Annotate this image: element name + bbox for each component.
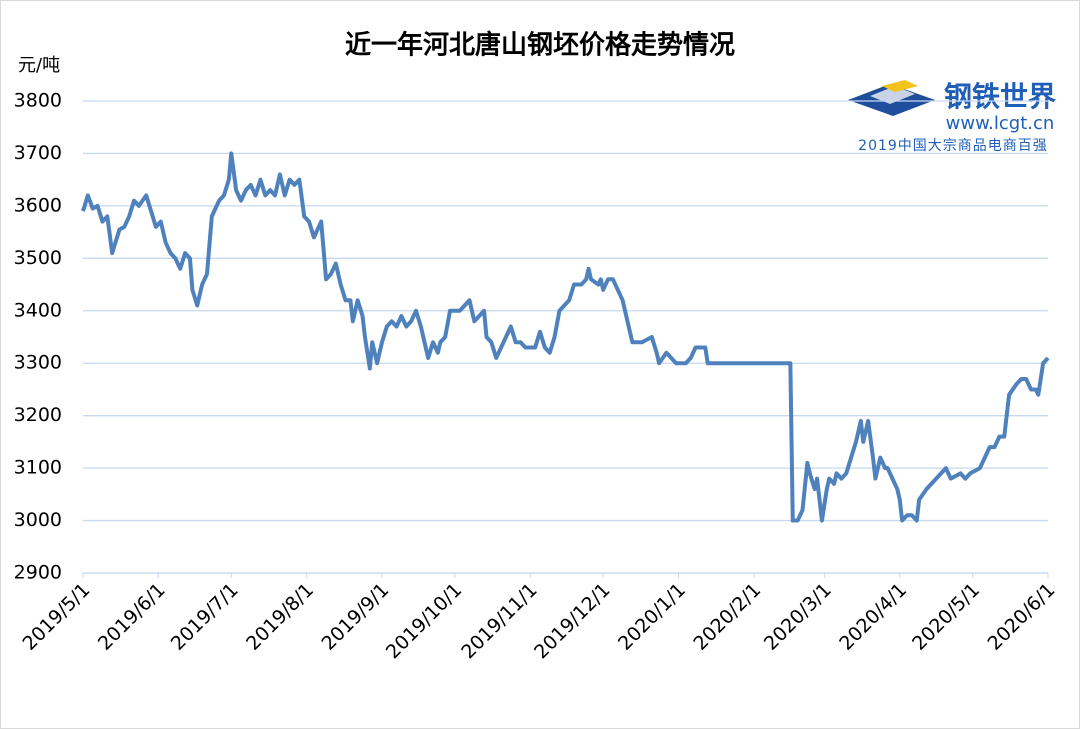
- y-tick-label: 3500: [14, 247, 62, 269]
- y-tick-label: 3400: [14, 299, 62, 321]
- y-axis-label: 元/吨: [18, 55, 60, 76]
- logo-icon: [870, 86, 915, 104]
- logo-name: 钢铁世界: [944, 80, 1056, 113]
- y-tick-label: 3100: [14, 457, 62, 479]
- price-line: [81, 151, 1050, 523]
- logo-tagline: 2019中国大宗商品电商百强: [858, 138, 1048, 154]
- chart-title: 近一年河北唐山钢坯价格走势情况: [345, 30, 735, 61]
- logo: 钢铁世界 www.lcgt.cn 2019中国大宗商品电商百强: [848, 80, 1056, 154]
- y-tick-label: 3000: [14, 509, 62, 531]
- logo-icon: [882, 80, 918, 92]
- y-tick-label: 2900: [14, 562, 62, 584]
- y-tick-label: 3600: [14, 194, 62, 216]
- y-tick-label: 3700: [14, 142, 62, 164]
- y-tick-label: 3800: [14, 90, 62, 112]
- logo-url: www.lcgt.cn: [946, 113, 1055, 134]
- y-tick-label: 3300: [14, 352, 62, 374]
- y-tick-label: 3200: [14, 404, 62, 426]
